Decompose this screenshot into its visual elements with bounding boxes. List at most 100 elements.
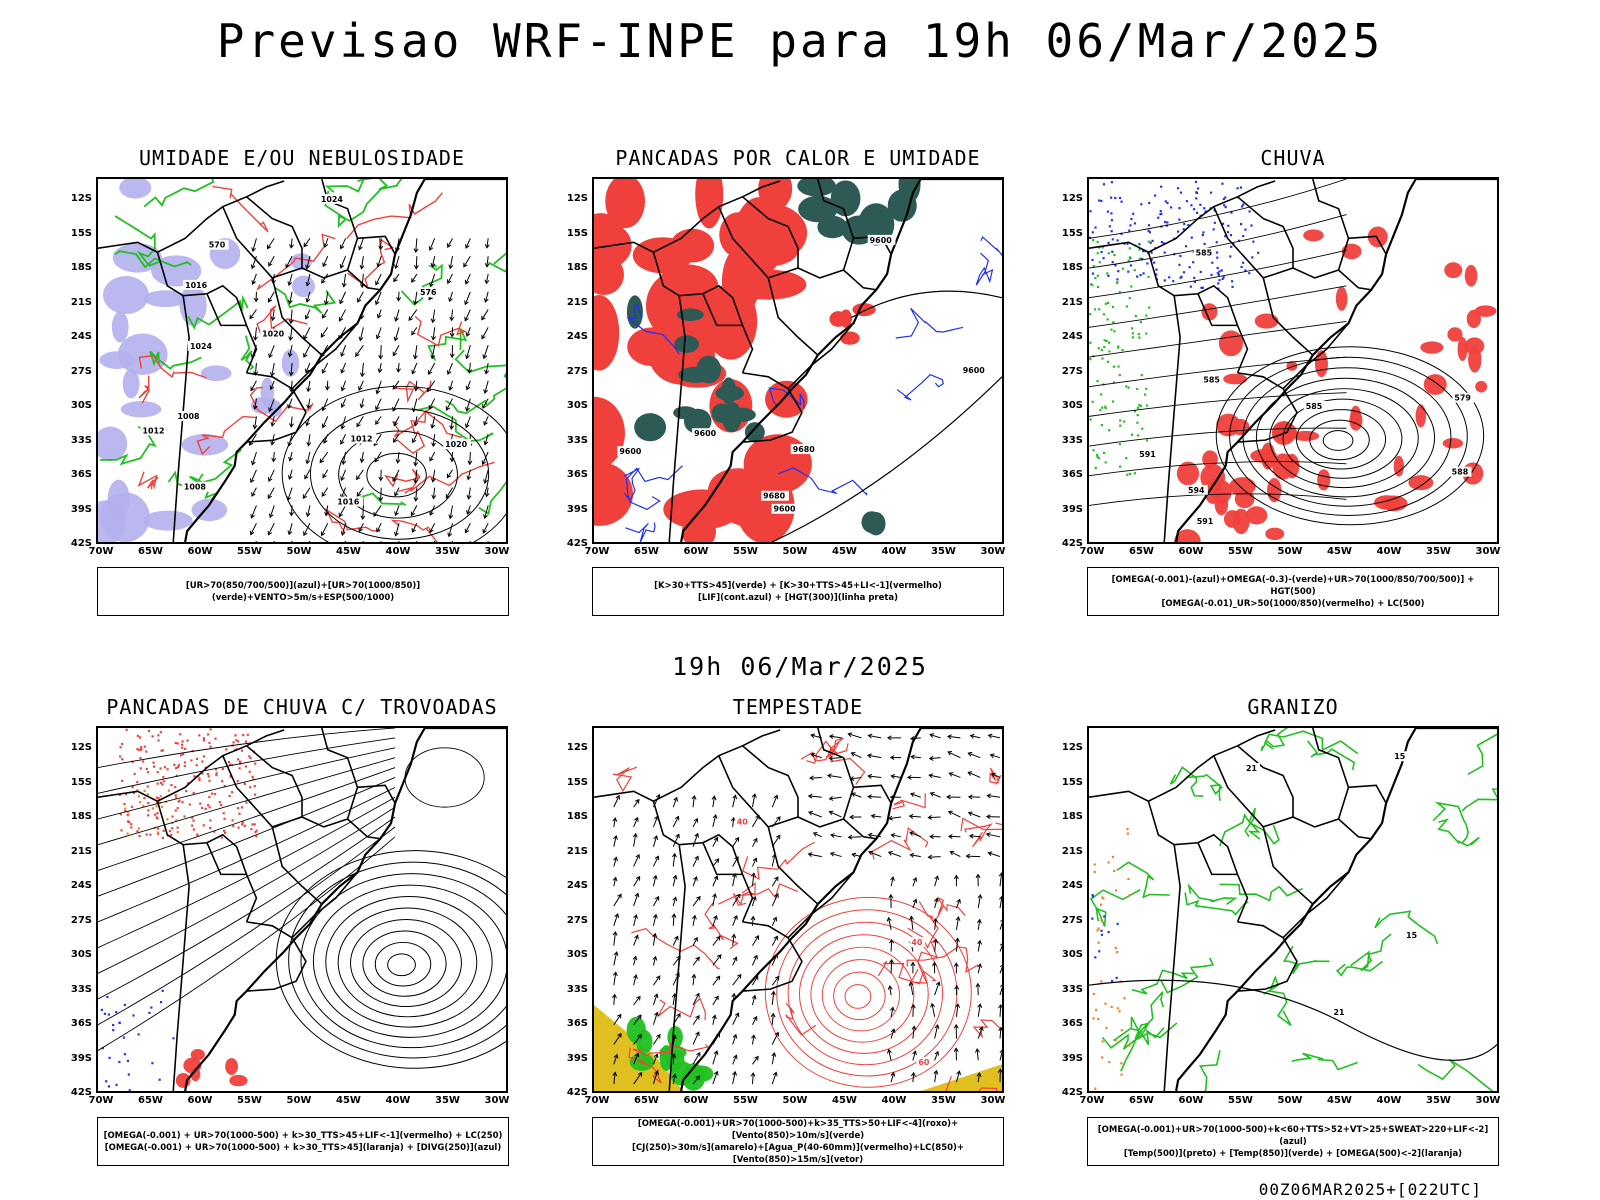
- wind-vector: [394, 327, 400, 341]
- field-dot: [127, 1073, 130, 1076]
- field-dot: [234, 734, 237, 737]
- wind-vector-head: [986, 793, 992, 799]
- field-dot: [1139, 320, 1142, 324]
- field-dot: [1120, 1062, 1123, 1065]
- wind-vector-head: [341, 282, 347, 288]
- field-dot: [147, 729, 151, 732]
- field-dot: [1128, 229, 1131, 232]
- field-dot: [1195, 191, 1199, 195]
- wind-vector-head: [933, 917, 938, 923]
- wind-vector-head: [772, 916, 778, 922]
- contour-label-bg: [1244, 763, 1260, 773]
- wind-vector-head: [268, 353, 273, 359]
- wind-vector: [451, 309, 454, 321]
- wind-vector: [343, 273, 347, 287]
- wind-vector-head: [268, 513, 274, 519]
- wind-vector-head: [305, 264, 310, 270]
- field-dot: [174, 741, 177, 745]
- streamline: [98, 826, 396, 1026]
- wind-vector: [307, 380, 311, 392]
- field-contour: [212, 185, 269, 233]
- wind-vector: [290, 238, 293, 248]
- field-dot: [1163, 279, 1166, 282]
- field-dot: [1113, 330, 1116, 333]
- wind-vector: [928, 816, 941, 819]
- wind-vector: [732, 915, 738, 927]
- wind-vector: [771, 1072, 777, 1085]
- contour-label: 576: [420, 288, 437, 297]
- field-dot: [140, 748, 143, 751]
- wind-vector-head: [976, 1072, 982, 1077]
- wind-vector: [890, 939, 893, 952]
- wind-vector: [394, 487, 400, 496]
- field-dot: [1093, 863, 1096, 866]
- wind-vector-head: [396, 368, 401, 373]
- field-dot: [1229, 234, 1233, 237]
- lat-tick-label: 18S: [1061, 262, 1083, 273]
- field-dot: [119, 813, 122, 816]
- wind-vector-head: [956, 898, 961, 904]
- field-contour: [871, 827, 929, 860]
- wind-vector: [484, 291, 489, 303]
- field-dot: [1089, 313, 1092, 316]
- wind-vector-head: [886, 1048, 892, 1054]
- wind-vector: [428, 362, 436, 375]
- field-contour: [324, 179, 373, 193]
- wind-vector: [362, 540, 364, 542]
- wind-vector-head: [675, 833, 680, 839]
- wind-vector-head: [807, 793, 813, 799]
- wind-vector-head: [867, 794, 872, 800]
- state-border: [1262, 277, 1314, 356]
- field-dot: [1169, 206, 1173, 209]
- field-dot: [145, 767, 148, 770]
- lon-tick-label: 35W: [1426, 1095, 1451, 1106]
- field-dot: [1130, 285, 1133, 288]
- wind-vector-head: [930, 1002, 936, 1008]
- streamline-contour: [1295, 409, 1387, 470]
- field-dot: [1185, 200, 1189, 203]
- field-shade: [634, 413, 667, 442]
- wind-vector-head: [392, 351, 398, 357]
- streamline-contour: [404, 747, 485, 808]
- wind-vector: [912, 877, 917, 887]
- state-border: [594, 729, 781, 803]
- state-border: [1197, 842, 1238, 876]
- wind-vector-head: [356, 475, 361, 481]
- wind-vector-head: [634, 1052, 640, 1058]
- field-contour: [785, 1002, 817, 1036]
- wind-vector-head: [612, 1071, 618, 1077]
- wind-vector: [652, 1054, 658, 1065]
- field-shade: [250, 396, 277, 415]
- contour-label-bg: [771, 503, 800, 514]
- wind-vector-head: [378, 476, 384, 482]
- wind-vector-head: [989, 753, 995, 759]
- field-dot: [119, 746, 122, 749]
- field-dot: [1200, 286, 1203, 289]
- wind-vector: [378, 362, 382, 373]
- field-dot: [1108, 429, 1111, 432]
- wind-vector-head: [934, 1024, 940, 1029]
- field-dot: [1096, 929, 1099, 932]
- wind-vector: [732, 1055, 737, 1065]
- coastline: [680, 728, 1002, 1091]
- field-shade: [1444, 262, 1463, 279]
- field-dot: [220, 836, 223, 839]
- wind-vector-head: [483, 479, 488, 484]
- wind-vector-head: [617, 1032, 622, 1038]
- wind-vector-head: [772, 1071, 778, 1077]
- field-contour: [1184, 892, 1249, 916]
- field-dot: [1218, 270, 1221, 273]
- wind-vector-head: [483, 514, 488, 520]
- field-dot: [1193, 208, 1196, 211]
- field-dot: [155, 816, 158, 819]
- streamline: [1089, 461, 1347, 477]
- wind-vector: [613, 795, 620, 808]
- lat-tick-label: 12S: [1061, 193, 1083, 204]
- mid-timestamp: 19h 06/Mar/2025: [672, 652, 928, 681]
- wind-vector-head: [394, 316, 399, 322]
- field-contour: [896, 373, 945, 401]
- field-dot: [227, 760, 231, 764]
- state-border: [742, 196, 799, 269]
- wind-vector: [613, 951, 618, 966]
- wind-vector-head: [340, 531, 346, 536]
